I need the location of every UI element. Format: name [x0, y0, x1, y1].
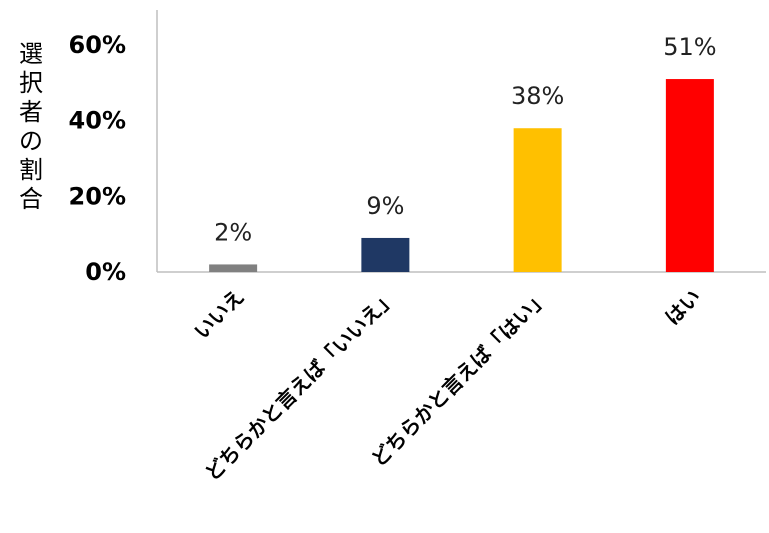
- y-axis-label-char: の: [19, 127, 43, 155]
- bar: [361, 237, 410, 272]
- y-axis-label-char: 合: [19, 185, 43, 213]
- data-label: 2%: [214, 218, 252, 246]
- y-tick-label: 40%: [69, 107, 126, 135]
- y-axis-ticks: 0% 20% 40% 60%: [69, 31, 126, 286]
- x-tick-label: いいえ: [189, 285, 248, 344]
- data-label: 51%: [663, 33, 716, 61]
- bars: [209, 79, 714, 272]
- y-axis-label-char: 選: [19, 40, 43, 68]
- y-axis-label-char: 択: [19, 69, 43, 97]
- y-axis-label-char: 割: [19, 156, 43, 184]
- x-tick-label: どちらかと言えば「はい」: [366, 285, 553, 472]
- data-label: 9%: [366, 192, 404, 220]
- bar: [209, 264, 258, 272]
- bar: [665, 79, 714, 272]
- data-label: 38%: [511, 82, 564, 110]
- y-tick-label: 20%: [69, 182, 126, 210]
- y-axis-label-char: 者: [19, 98, 43, 126]
- y-tick-label: 60%: [69, 31, 126, 59]
- x-tick-label: はい: [660, 285, 705, 330]
- bar: [513, 128, 562, 272]
- data-labels: 2% 9% 38% 51%: [214, 33, 716, 246]
- y-tick-label: 0%: [85, 258, 126, 286]
